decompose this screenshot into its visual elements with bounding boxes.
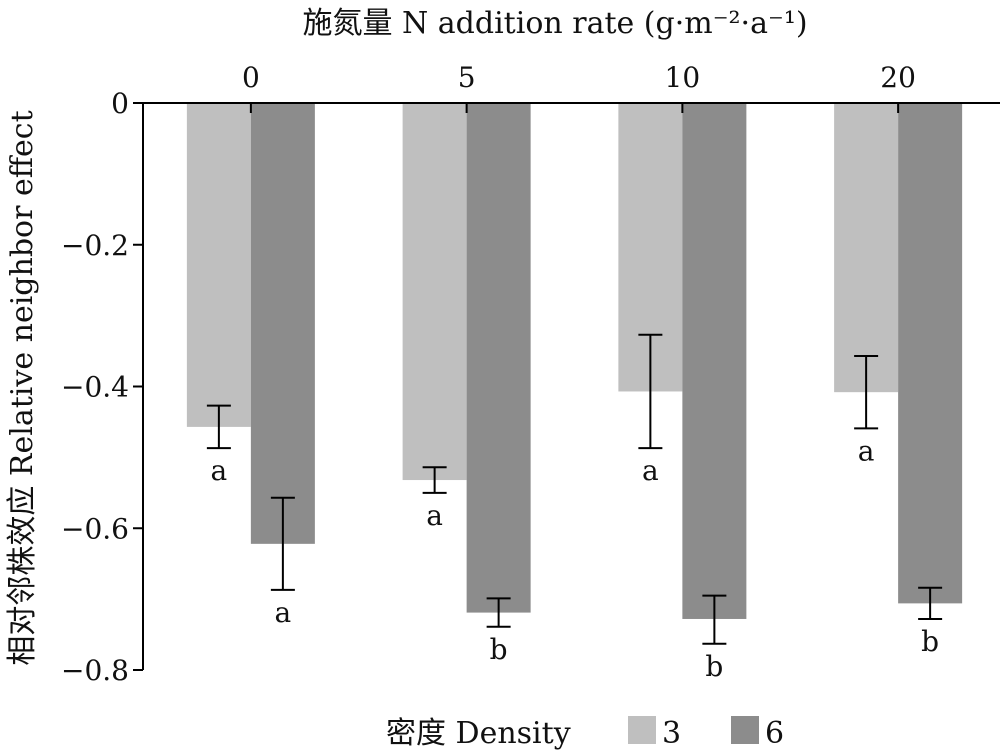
bar-series-3-0 [186,103,251,427]
legend-swatch [628,716,656,744]
error-bar-series-6-5 [486,597,511,628]
legend-item-3: 3 [628,716,681,751]
error-bar-series-6-20 [918,586,943,620]
legend-title: 密度 Density [386,716,571,751]
error-bar-series-3-5 [422,466,447,494]
chart-title: 施氮量 N addition rate (g·m⁻²·a⁻¹) [302,6,807,41]
significance-letter: a [426,499,443,532]
legend-item-6: 6 [731,716,784,751]
significance-letter: b [921,625,939,658]
significance-letter: b [705,650,723,683]
bar-series-3-20 [834,103,899,393]
plot-area: a a a b a b a b 0 5 10 20 0 −0.2 −0.4 −0.6 −0.8 [61,61,1000,687]
x-tick-label: 20 [880,61,916,94]
legend-swatch [731,716,759,744]
x-tick-label: 5 [458,61,476,94]
error-bar-series-3-10 [638,333,663,450]
legend: 密度 Density 3 6 [386,716,784,751]
significance-letter: b [490,633,508,666]
y-tick-label: −0.2 [61,229,129,262]
error-bar-series-3-0 [206,404,231,450]
x-tick-label: 0 [242,61,260,94]
bar-series-6-10 [682,103,747,619]
bar-series-6-20 [898,103,963,604]
y-tick-label: −0.8 [61,654,129,687]
significance-letter: a [858,434,875,467]
significance-letter: a [275,596,292,629]
bar-series-6-5 [466,103,531,613]
error-bar-series-3-20 [854,355,879,430]
legend-label: 3 [662,716,681,751]
x-tick-label: 10 [665,61,701,94]
y-tick-label: −0.4 [61,371,129,404]
y-tick-label: −0.6 [61,512,129,545]
error-bar-series-6-10 [702,594,727,645]
bar-series-3-5 [402,103,467,481]
y-axis-label: 相对邻株效应 Relative neighbor effect [5,110,40,665]
error-bar-series-6-0 [270,496,295,591]
y-tick-label: 0 [111,87,129,120]
significance-letter: a [642,454,659,487]
bar-series-6-0 [250,103,315,544]
significance-letter: a [211,454,228,487]
legend-label: 6 [765,716,784,751]
